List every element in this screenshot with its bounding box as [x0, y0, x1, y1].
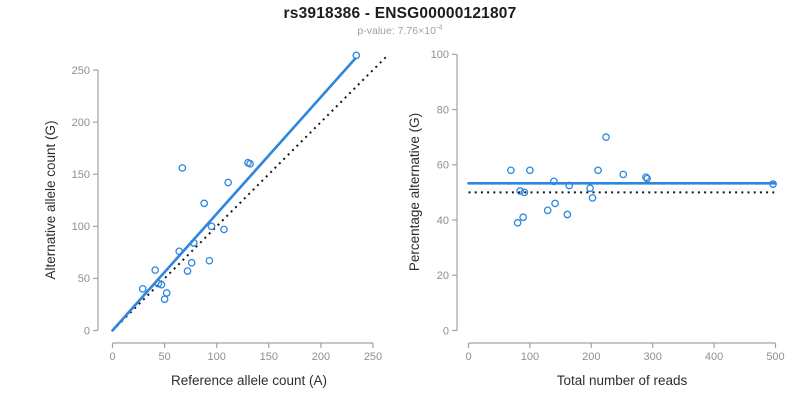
- regression-line: [111, 57, 357, 332]
- data-point: [246, 159, 254, 168]
- data-point: [157, 280, 166, 289]
- data-point: [520, 188, 529, 197]
- data-point: [643, 174, 652, 183]
- x-tick-label: 0: [465, 351, 471, 363]
- data-point: [189, 239, 198, 247]
- data-point: [563, 210, 572, 219]
- data-point: [178, 164, 187, 172]
- data-point: [175, 247, 184, 256]
- data-point: [769, 180, 777, 188]
- multiplication-sign: ×: [418, 25, 425, 37]
- data-point: [187, 258, 196, 267]
- p-value-subtitle: p-value: 7.76×10-4: [0, 22, 800, 37]
- x-tick-label: 250: [364, 351, 382, 363]
- p-value-label: p-value:: [357, 25, 398, 37]
- p-value-exponent: -4: [435, 22, 443, 32]
- data-point: [160, 295, 169, 304]
- data-point: [516, 187, 524, 195]
- data-point: [602, 133, 610, 142]
- x-axis-title: Reference allele count (A): [171, 373, 327, 388]
- data-point: [594, 166, 602, 175]
- x-tick-label: 200: [582, 351, 600, 363]
- x-axis-title: Total number of reads: [557, 373, 688, 388]
- x-tick-label: 100: [521, 351, 539, 363]
- data-point: [526, 166, 534, 175]
- data-point: [549, 177, 558, 186]
- data-point: [586, 184, 594, 193]
- y-tick-label: 0: [84, 325, 90, 337]
- data-point: [224, 178, 233, 187]
- data-point: [207, 222, 216, 231]
- y-tick-label: 200: [72, 117, 90, 129]
- x-tick-label: 50: [158, 351, 170, 363]
- panel-left: 0 50 100 150 200 250 0 50 100 150 200 250 Reference …: [43, 51, 389, 388]
- x-tick-label: 150: [260, 351, 278, 363]
- x-tick-label: 500: [766, 351, 784, 363]
- y-tick-label: 100: [431, 49, 449, 61]
- y-tick-label: 100: [72, 221, 90, 233]
- y-tick-label: 0: [443, 325, 449, 337]
- x-tick-label: 300: [644, 351, 662, 363]
- figure-title: rs3918386 - ENSG00000121807: [283, 5, 517, 22]
- y-tick-label: 60: [437, 160, 449, 172]
- x-tick-label: 100: [208, 351, 226, 363]
- p-value-base: 10: [424, 25, 436, 37]
- data-point: [619, 170, 628, 179]
- y-tick-label: 40: [437, 215, 449, 227]
- data-point: [588, 194, 597, 202]
- data-point: [352, 51, 361, 60]
- x-tick-label: 200: [312, 351, 330, 363]
- y-tick-label: 50: [78, 273, 90, 285]
- data-point: [513, 218, 522, 227]
- data-point: [551, 199, 559, 208]
- panel-right: 0 20 40 60 80 100 0 100 200 300 400 500 Total number…: [407, 49, 785, 388]
- x-tick-label: 400: [705, 351, 723, 363]
- data-point: [138, 284, 147, 293]
- y-axis-title: Percentage alternative (G): [407, 113, 422, 271]
- y-tick-label: 20: [437, 270, 449, 282]
- data-point: [565, 181, 574, 190]
- x-tick-label: 0: [109, 351, 115, 363]
- y-axis-title: Alternative allele count (G): [43, 120, 58, 279]
- data-point: [543, 206, 552, 215]
- y-tick-label: 150: [72, 169, 90, 181]
- data-point: [205, 256, 214, 265]
- data-point: [183, 267, 192, 275]
- identity-line: [111, 54, 389, 332]
- data-point: [220, 225, 228, 234]
- data-point: [162, 289, 171, 297]
- y-tick-label: 80: [437, 104, 449, 116]
- data-point: [151, 266, 160, 274]
- p-value-mantissa: 7.76: [397, 25, 419, 37]
- data-point: [507, 166, 515, 175]
- data-point: [200, 199, 209, 208]
- y-tick-label: 250: [72, 65, 90, 77]
- data-point: [642, 173, 650, 182]
- data-point: [519, 213, 527, 222]
